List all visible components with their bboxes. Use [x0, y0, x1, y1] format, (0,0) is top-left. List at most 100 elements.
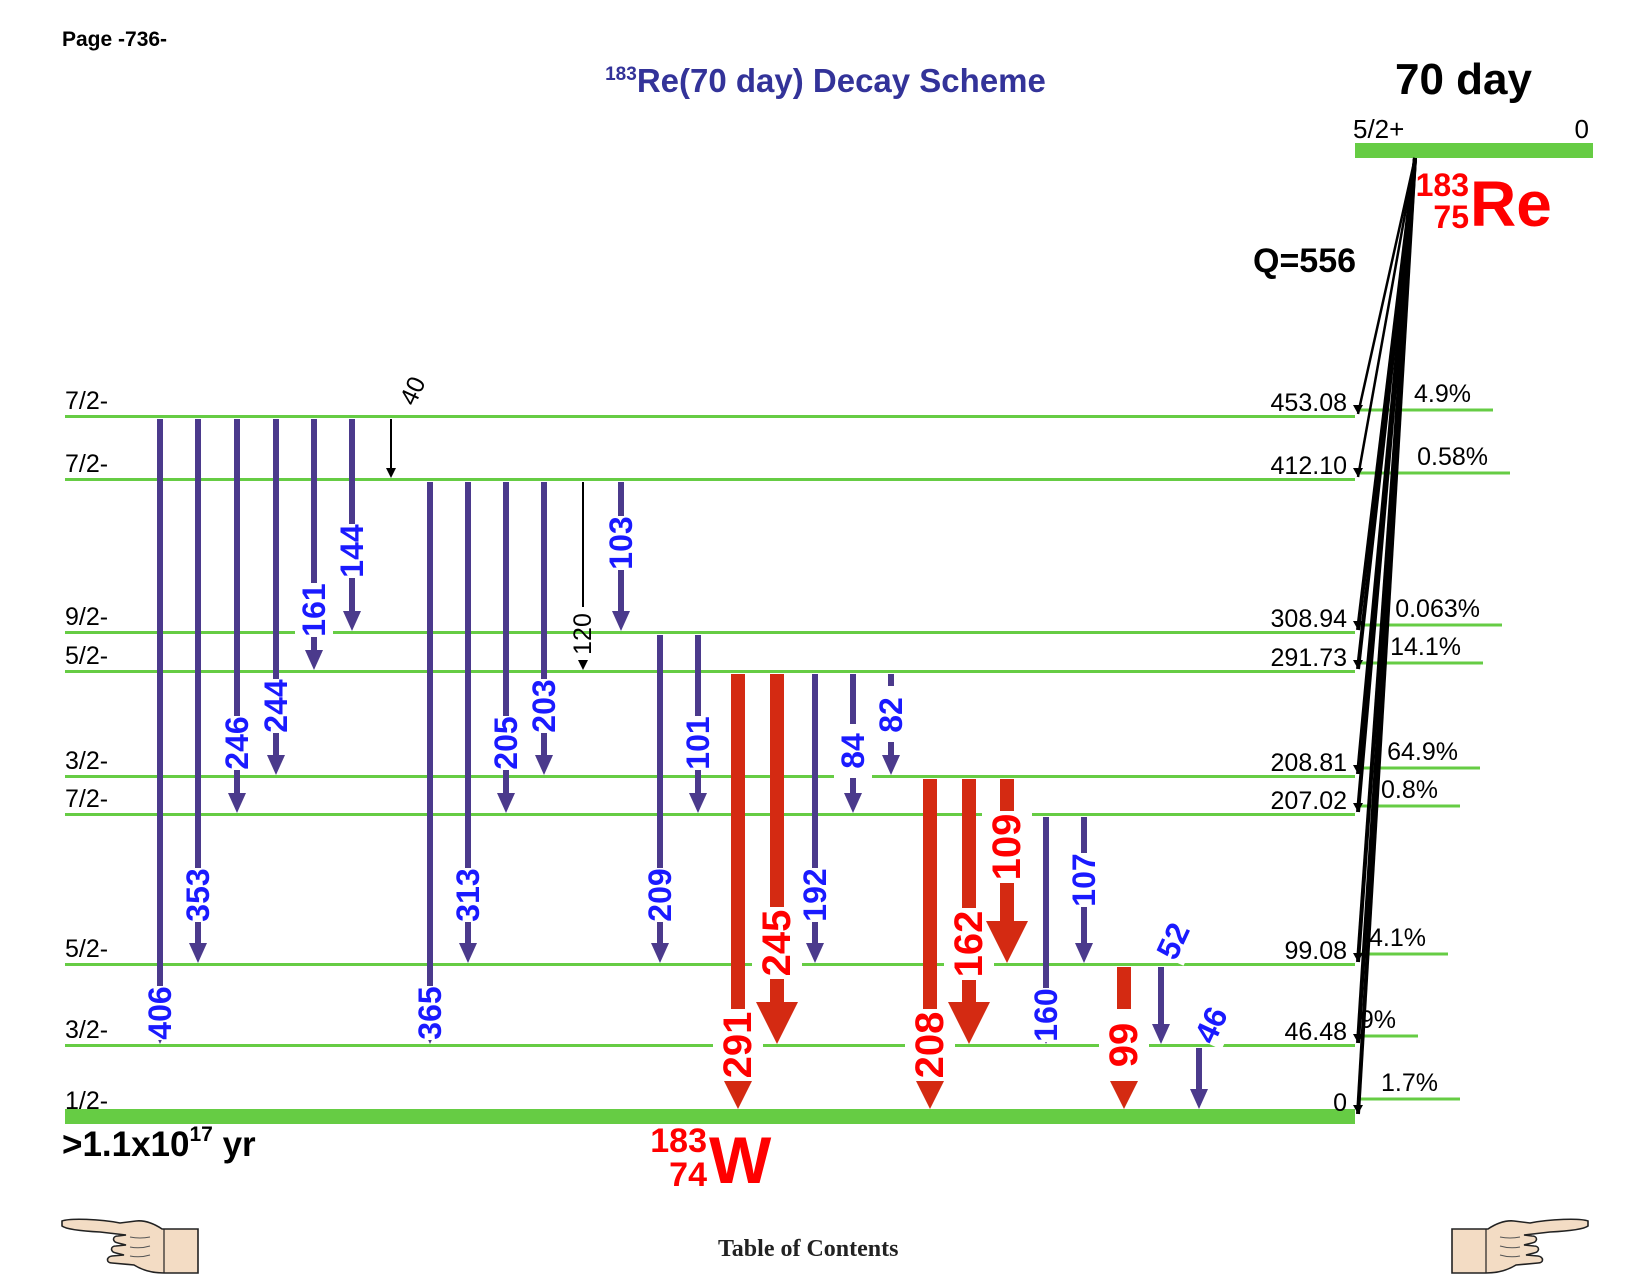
gamma-arrowhead: [1103, 1067, 1145, 1109]
gamma-arrowhead: [1037, 1024, 1055, 1044]
parent-energy: 0: [1575, 114, 1589, 144]
beta-feed-arrowhead: [1353, 765, 1363, 774]
gamma-line: [465, 482, 471, 943]
gamma-arrowhead: [459, 943, 477, 963]
daughter-half-life: >1.1x1017 yr: [62, 1123, 256, 1165]
energy-level-line: [65, 775, 1355, 778]
gamma-arrowhead: [756, 1002, 798, 1044]
label-background: [141, 986, 179, 1040]
branch-percent: 0.58%: [1417, 443, 1488, 471]
level-spin: 7/2-: [65, 387, 108, 415]
gamma-line: [1158, 967, 1164, 1024]
parent-half-life: 70 day: [1395, 55, 1532, 104]
gamma-arrowhead: [305, 650, 323, 670]
beta-feed-line: [1356, 157, 1417, 415]
gamma-line: [812, 674, 818, 943]
level-energy: 412.10: [1271, 452, 1347, 480]
page-title: 183Re(70 day) Decay Scheme: [0, 62, 1651, 100]
gamma-energy-label: 209: [642, 868, 678, 921]
table-of-contents-link[interactable]: Table of Contents: [718, 1236, 899, 1262]
q-value: Q=556: [1253, 242, 1356, 280]
gamma-energy-label: 144: [334, 524, 370, 578]
gamma-line: [731, 674, 745, 1067]
gamma-arrowhead: [267, 755, 285, 775]
daughter-half-life-mantissa: >1.1x10: [62, 1125, 190, 1164]
gamma-arrowhead: [228, 793, 246, 813]
gamma-line: [695, 635, 701, 793]
beta-feed-line: [1356, 157, 1417, 963]
title-mass-number: 183: [605, 64, 637, 85]
level-spin: 5/2-: [65, 935, 108, 963]
daughter-atomic-number: 74: [669, 1156, 707, 1194]
label-background: [525, 679, 563, 733]
gamma-arrowhead: [948, 1002, 990, 1044]
gamma-arrowhead: [1190, 1089, 1208, 1109]
gamma-line-gap: [887, 686, 895, 696]
gamma-energy-label: 109: [985, 814, 1029, 881]
gamma-arrowhead: [882, 755, 900, 775]
beta-feed-line: [1356, 157, 1417, 1044]
branch-percent: 4.9%: [1414, 380, 1471, 408]
beta-feed-line: [1356, 157, 1417, 775]
beta-feed-arrowhead: [1353, 660, 1363, 669]
gamma-energy-label: 353: [180, 868, 216, 921]
gamma-line: [349, 419, 355, 611]
label-background: [679, 716, 717, 770]
gamma-line: [657, 635, 663, 943]
beta-feed-arrowhead: [1353, 468, 1363, 477]
energy-level-line: [65, 963, 1355, 966]
gamma-arrowhead: [151, 1024, 169, 1044]
parent-level: [1355, 143, 1593, 158]
label-background: [218, 716, 256, 770]
label-background: [834, 724, 872, 778]
gamma-arrowhead: [421, 1024, 439, 1044]
gamma-line: [770, 674, 784, 1002]
gamma-line: [234, 419, 240, 793]
label-background: [295, 583, 333, 637]
gamma-arrowhead: [651, 943, 669, 963]
gamma-arrowhead: [844, 793, 862, 813]
branch-percent: 64.9%: [1387, 738, 1458, 766]
pointing-hand-left-icon[interactable]: [60, 1215, 200, 1275]
gamma-arrowhead: [1075, 943, 1093, 963]
gamma-energy-label: 46: [1187, 1001, 1235, 1048]
gamma-arrowhead: [535, 755, 553, 775]
gamma-energy-label: 101: [680, 716, 716, 769]
gamma-arrowhead: [717, 1067, 759, 1109]
level-spin: 7/2-: [65, 450, 108, 478]
beta-feed-line: [1356, 157, 1417, 1115]
gamma-energy-label: 406: [142, 986, 178, 1039]
gamma-arrowhead: [986, 921, 1028, 963]
parent-element-symbol: Re: [1470, 168, 1552, 240]
gamma-line: [273, 419, 279, 755]
beta-feed-arrowhead: [1353, 1034, 1363, 1043]
label-background: [982, 811, 1032, 883]
gamma-energy-label: 244: [258, 679, 294, 733]
level-energy: 208.81: [1271, 749, 1347, 777]
beta-feed-line: [1356, 157, 1417, 813]
gamma-line: [850, 674, 856, 793]
gamma-energy-label: 161: [296, 583, 332, 636]
pointing-hand-right-icon[interactable]: [1450, 1215, 1590, 1275]
gamma-energy-label: 107: [1066, 853, 1102, 906]
gamma-energy-label: 365: [412, 986, 448, 1039]
gamma-energy-label: 192: [797, 868, 833, 921]
gamma-energy-label: 52: [1149, 917, 1197, 964]
gamma-energy-label: 82: [873, 697, 909, 733]
level-spin: 7/2-: [65, 785, 108, 813]
label-background: [333, 524, 371, 578]
level-energy: 99.08: [1284, 937, 1347, 965]
gamma-energy-label: 246: [219, 716, 255, 769]
energy-level-line: [65, 478, 1355, 481]
label-background: [1147, 916, 1199, 966]
label-background: [257, 679, 295, 733]
gamma-energy-label: 84: [835, 733, 871, 769]
energy-level-line: [65, 1044, 1355, 1047]
beta-feed-line: [1356, 157, 1417, 670]
daughter-element-symbol: W: [709, 1123, 772, 1197]
level-spin: 3/2-: [65, 747, 108, 775]
daughter-mass-number: 183: [650, 1122, 707, 1160]
gamma-line: [1000, 779, 1014, 921]
energy-level-line: [65, 670, 1355, 673]
label-background: [449, 868, 487, 922]
